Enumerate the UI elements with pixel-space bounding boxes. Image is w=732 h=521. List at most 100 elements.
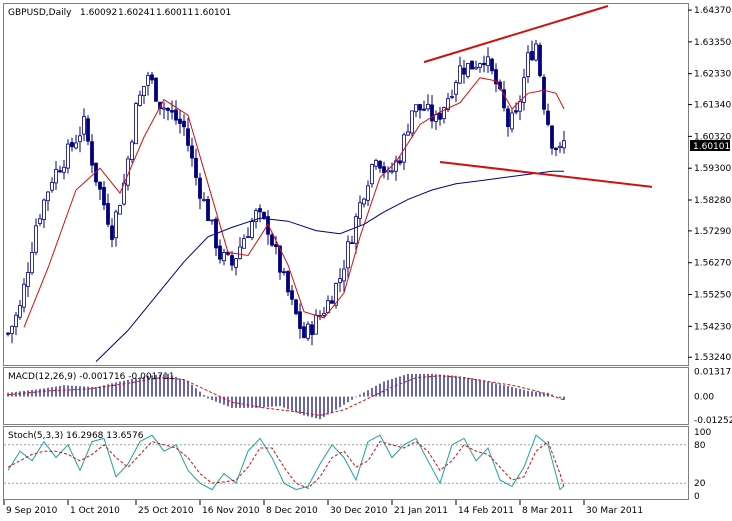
candle-body bbox=[526, 52, 530, 77]
candle-body bbox=[194, 157, 198, 178]
candle-body bbox=[262, 211, 266, 219]
candle-body bbox=[294, 299, 298, 315]
candle-body bbox=[282, 271, 286, 274]
candle-body bbox=[542, 76, 546, 110]
candle-body bbox=[562, 140, 566, 149]
macd-tick-label: -0.012523 bbox=[694, 416, 732, 426]
macd-histogram bbox=[7, 373, 565, 420]
ohlc-close: 1.60101 bbox=[194, 8, 231, 18]
candle-body bbox=[90, 141, 94, 166]
time-tick-label: 8 Dec 2010 bbox=[266, 506, 318, 516]
candle-body bbox=[202, 199, 206, 201]
candle-body bbox=[166, 107, 170, 111]
price-tick-label: 1.53240 bbox=[694, 353, 731, 363]
candle-body bbox=[406, 131, 410, 136]
candle-body bbox=[550, 125, 554, 149]
time-tick-label: 21 Jan 2011 bbox=[394, 506, 448, 516]
candle-body bbox=[274, 244, 278, 248]
fast-ma-line bbox=[23, 77, 565, 328]
candle-body bbox=[186, 128, 190, 146]
candle-body bbox=[206, 198, 210, 221]
moving-averages bbox=[23, 77, 565, 362]
current-price-box bbox=[690, 140, 730, 151]
candle-body bbox=[98, 181, 102, 190]
candle-body bbox=[322, 312, 326, 316]
candle-body bbox=[530, 51, 534, 61]
candle-body bbox=[18, 305, 22, 318]
candle-body bbox=[134, 103, 138, 145]
candle-body bbox=[54, 168, 58, 184]
candle-body bbox=[70, 142, 74, 148]
price-tick-label: 1.61340 bbox=[694, 101, 731, 111]
candle-body bbox=[494, 69, 498, 85]
candle-body bbox=[106, 203, 110, 225]
candle-body bbox=[114, 211, 118, 239]
candle-body bbox=[338, 278, 342, 284]
candle-body bbox=[34, 225, 38, 253]
candle-body bbox=[278, 245, 282, 273]
candle-body bbox=[74, 142, 78, 149]
candle-body bbox=[358, 202, 362, 219]
price-tick-label: 1.57290 bbox=[694, 227, 731, 237]
candle-body bbox=[22, 283, 26, 308]
candle-body bbox=[242, 238, 246, 249]
candle-body bbox=[482, 62, 486, 66]
candle-body bbox=[306, 323, 310, 339]
candle-body bbox=[378, 160, 382, 169]
candle-body bbox=[150, 74, 154, 81]
candle-body bbox=[474, 66, 478, 70]
candle-body bbox=[86, 118, 90, 142]
candle-body bbox=[210, 219, 214, 222]
macd-axis-labels: 0.013173 0.00 -0.012523 bbox=[694, 368, 732, 427]
current-price-label: 1.60101 bbox=[693, 142, 730, 152]
candle-body bbox=[518, 101, 522, 112]
candle-body bbox=[502, 89, 506, 109]
candle-body bbox=[14, 314, 18, 328]
candle-body bbox=[314, 314, 318, 335]
candle-body bbox=[142, 86, 146, 96]
candle-body bbox=[554, 147, 558, 150]
candle-body bbox=[246, 236, 250, 238]
upper-trendline[interactable] bbox=[423, 5, 609, 64]
candle-body bbox=[298, 311, 302, 329]
candle-body bbox=[350, 242, 354, 245]
price-tick-label: 1.62330 bbox=[694, 70, 731, 80]
symbol-timeframe: GBPUSD,Daily bbox=[8, 8, 72, 18]
candle-body bbox=[42, 199, 46, 220]
candle-body bbox=[394, 160, 398, 172]
candle-body bbox=[426, 103, 430, 110]
price-candles bbox=[6, 39, 566, 346]
stoch-axis-labels: 100 80 20 0 bbox=[694, 428, 711, 502]
candle-body bbox=[30, 252, 34, 274]
candle-body bbox=[38, 218, 42, 224]
candle-body bbox=[486, 56, 490, 67]
candle-body bbox=[238, 246, 242, 259]
candle-body bbox=[430, 104, 434, 122]
candle-body bbox=[26, 272, 30, 287]
candle-body bbox=[270, 234, 274, 246]
slow-ma-line bbox=[95, 170, 564, 362]
candle-body bbox=[414, 104, 418, 113]
candle-body bbox=[450, 95, 454, 98]
current-price-marker: 1.60101 bbox=[690, 140, 730, 152]
stoch-tick-label: 20 bbox=[694, 479, 706, 489]
candle-body bbox=[78, 135, 82, 143]
price-title: GBPUSD,Daily 1.60092 1.60241 1.60011 1.6… bbox=[8, 8, 231, 18]
candle-body bbox=[62, 166, 66, 173]
candle-body bbox=[398, 160, 402, 164]
price-tick-label: 1.64370 bbox=[694, 6, 731, 16]
price-axis-labels: 1.64370 1.63350 1.62330 1.61340 1.60320 1.593… bbox=[688, 6, 731, 363]
candle-body bbox=[442, 107, 446, 120]
trendlines bbox=[423, 5, 653, 188]
macd-title: MACD(12,26,9) -0.001716 -0.001711 bbox=[8, 372, 174, 382]
price-tick-label: 1.54230 bbox=[694, 322, 731, 332]
candle-body bbox=[310, 324, 314, 336]
candle-body bbox=[410, 110, 414, 134]
lower-trendline[interactable] bbox=[439, 160, 653, 188]
time-tick-label: 30 Dec 2010 bbox=[330, 506, 388, 516]
candle-body bbox=[102, 187, 106, 206]
time-tick-label: 16 Nov 2010 bbox=[202, 506, 260, 516]
candle-body bbox=[118, 205, 122, 215]
candle-body bbox=[382, 166, 386, 174]
